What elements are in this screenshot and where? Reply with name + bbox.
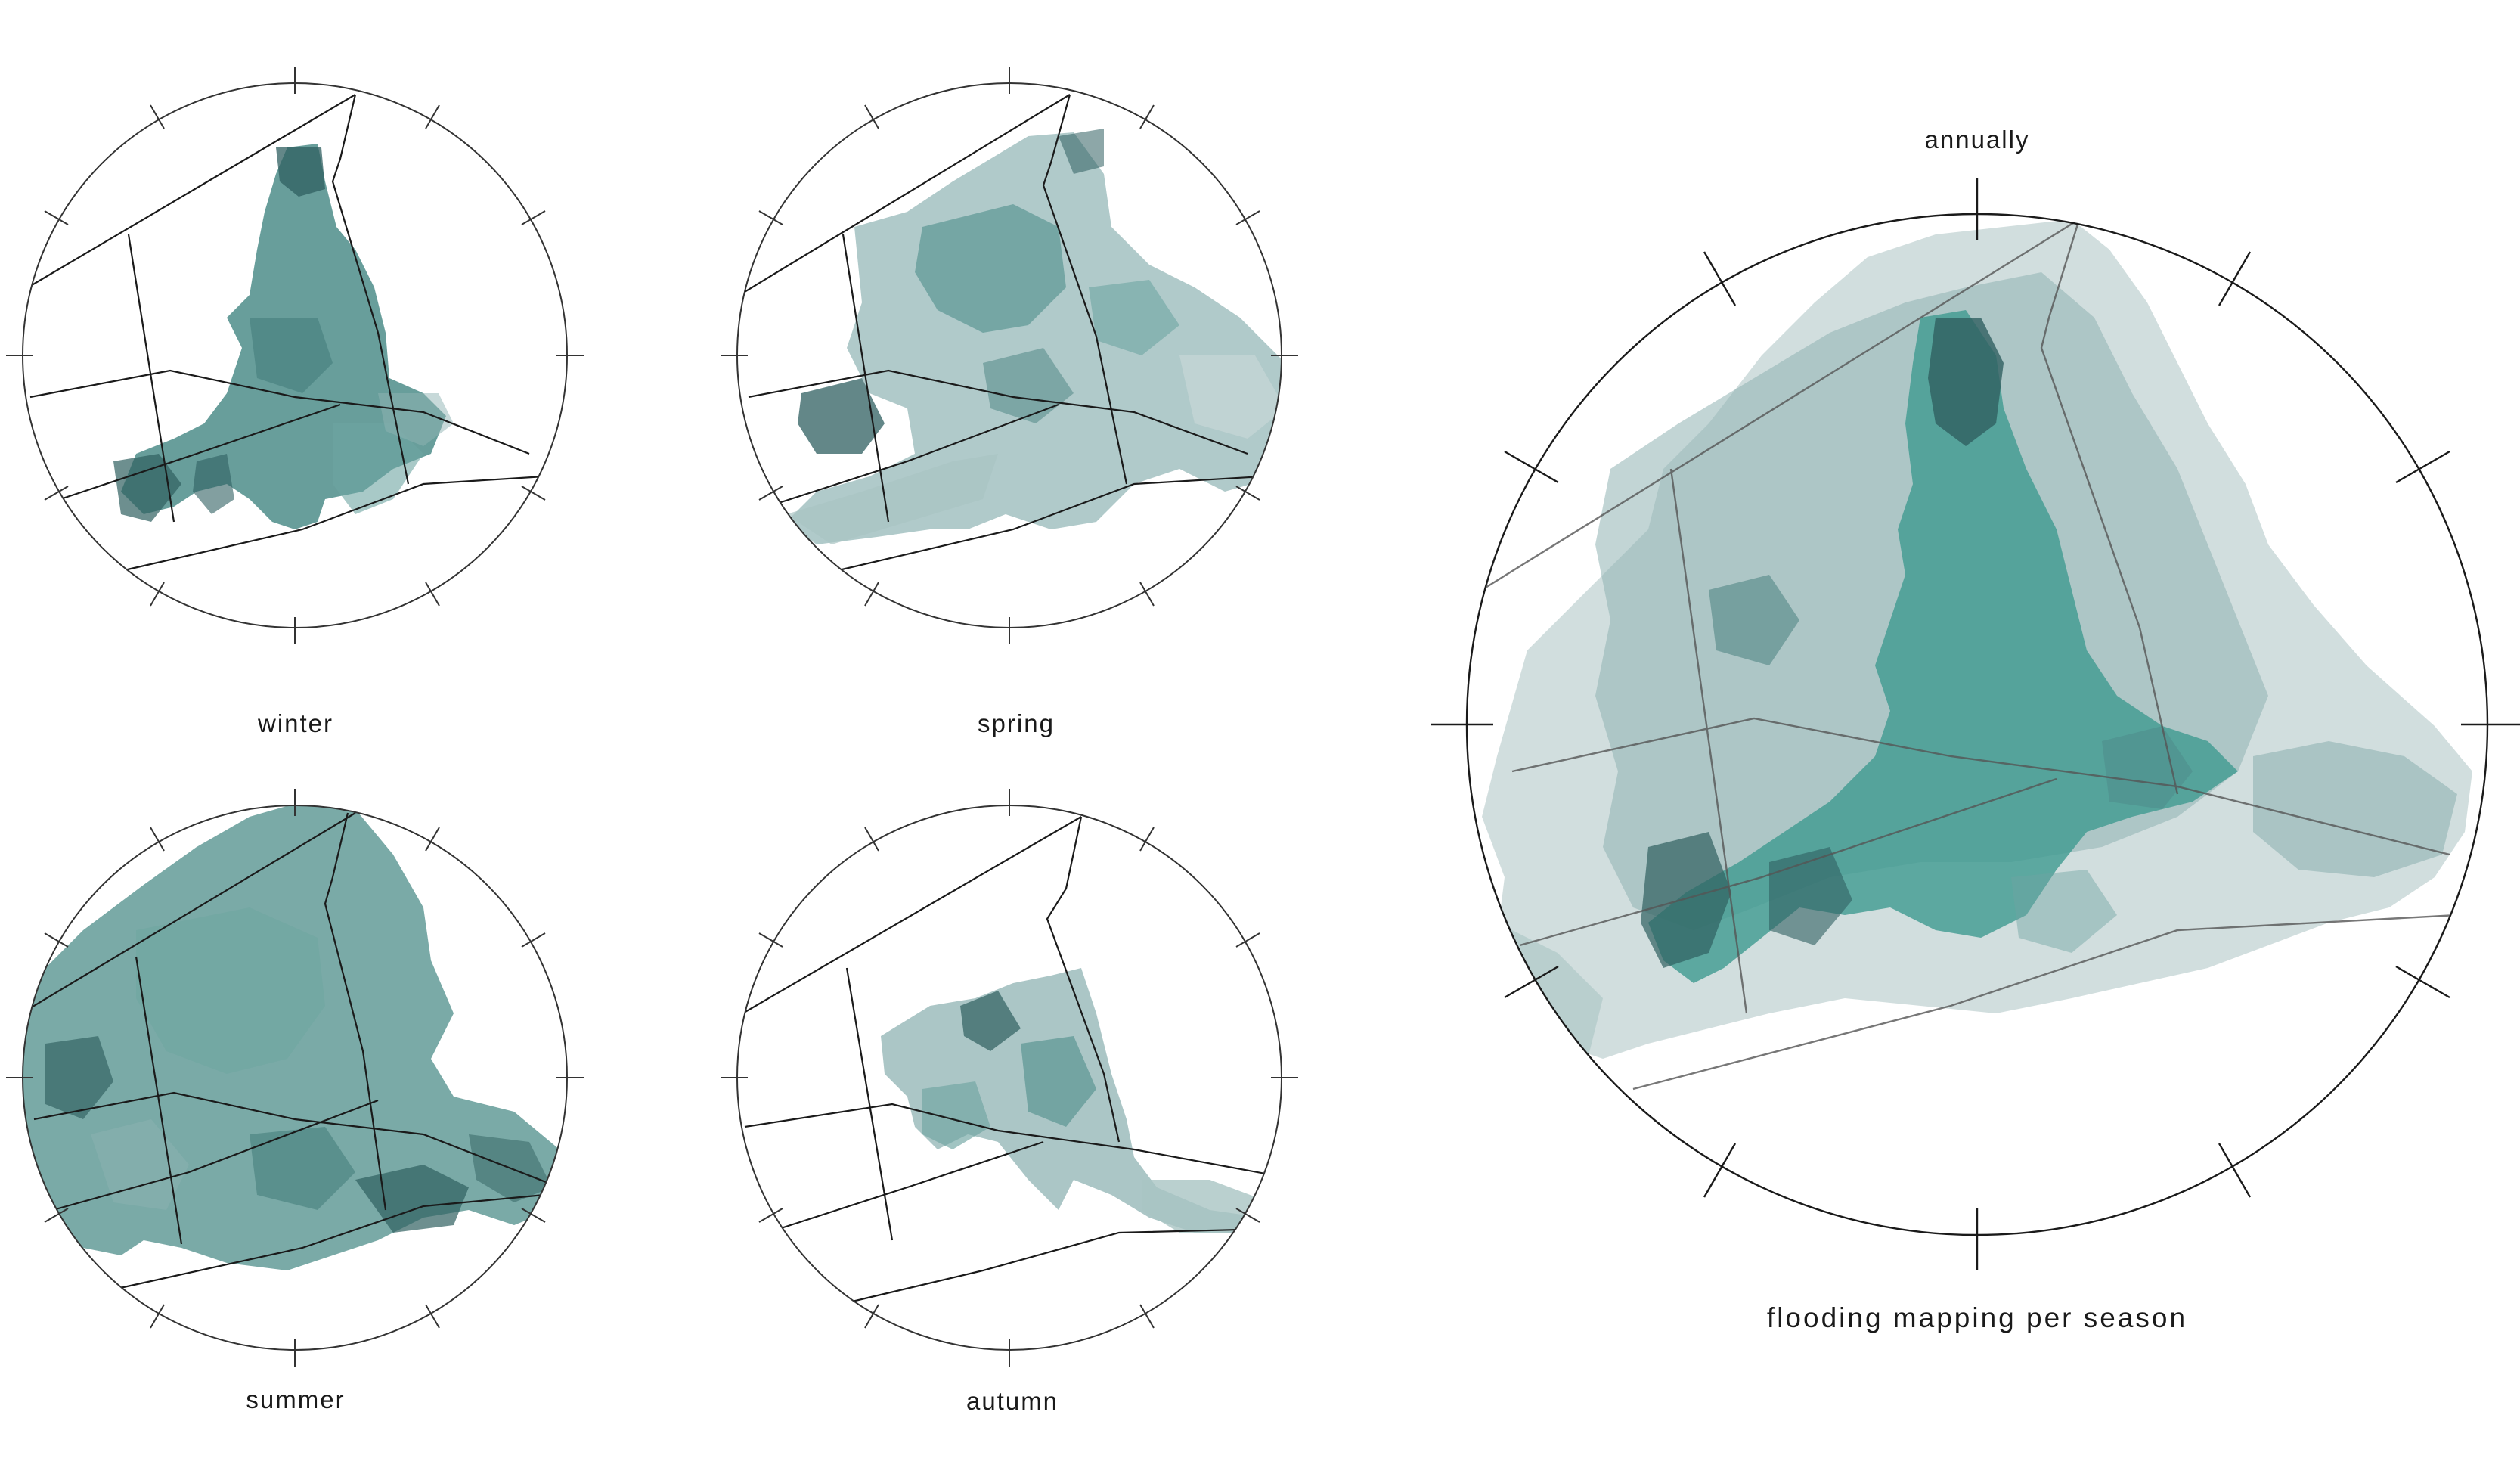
road-network-spring: [737, 94, 1263, 572]
map-summer: [6, 789, 584, 1367]
map-autumn: [721, 789, 1298, 1367]
map-spring: [721, 67, 1298, 644]
compass-frame-autumn: [721, 789, 1298, 1367]
flood-extent-summer: [23, 805, 559, 1286]
flood-extent-winter: [113, 144, 454, 529]
compass-frame-winter: [6, 67, 584, 644]
flood-extent-spring: [786, 129, 1282, 544]
compass-frame-annually: [1431, 178, 2520, 1270]
compass-frame-spring: [721, 67, 1298, 644]
flood-extent-annually: [1482, 219, 2472, 1074]
road-network-annually: [1481, 218, 2458, 1091]
map-label-winter: winter: [257, 709, 334, 737]
road-network-summer: [23, 812, 560, 1291]
map-label-spring: spring: [978, 709, 1055, 737]
figure-caption: flooding mapping per season: [1766, 1302, 2188, 1333]
map-winter: [6, 67, 584, 644]
map-label-autumn: autumn: [966, 1387, 1059, 1415]
map-label-summer: summer: [246, 1385, 346, 1413]
flood-extent-autumn: [881, 968, 1278, 1240]
compass-frame-summer: [6, 789, 584, 1367]
road-network-winter: [23, 94, 545, 572]
map-label-annually: annually: [1924, 126, 2030, 154]
road-network-autumn: [737, 816, 1279, 1306]
map-annually: [1431, 178, 2520, 1270]
